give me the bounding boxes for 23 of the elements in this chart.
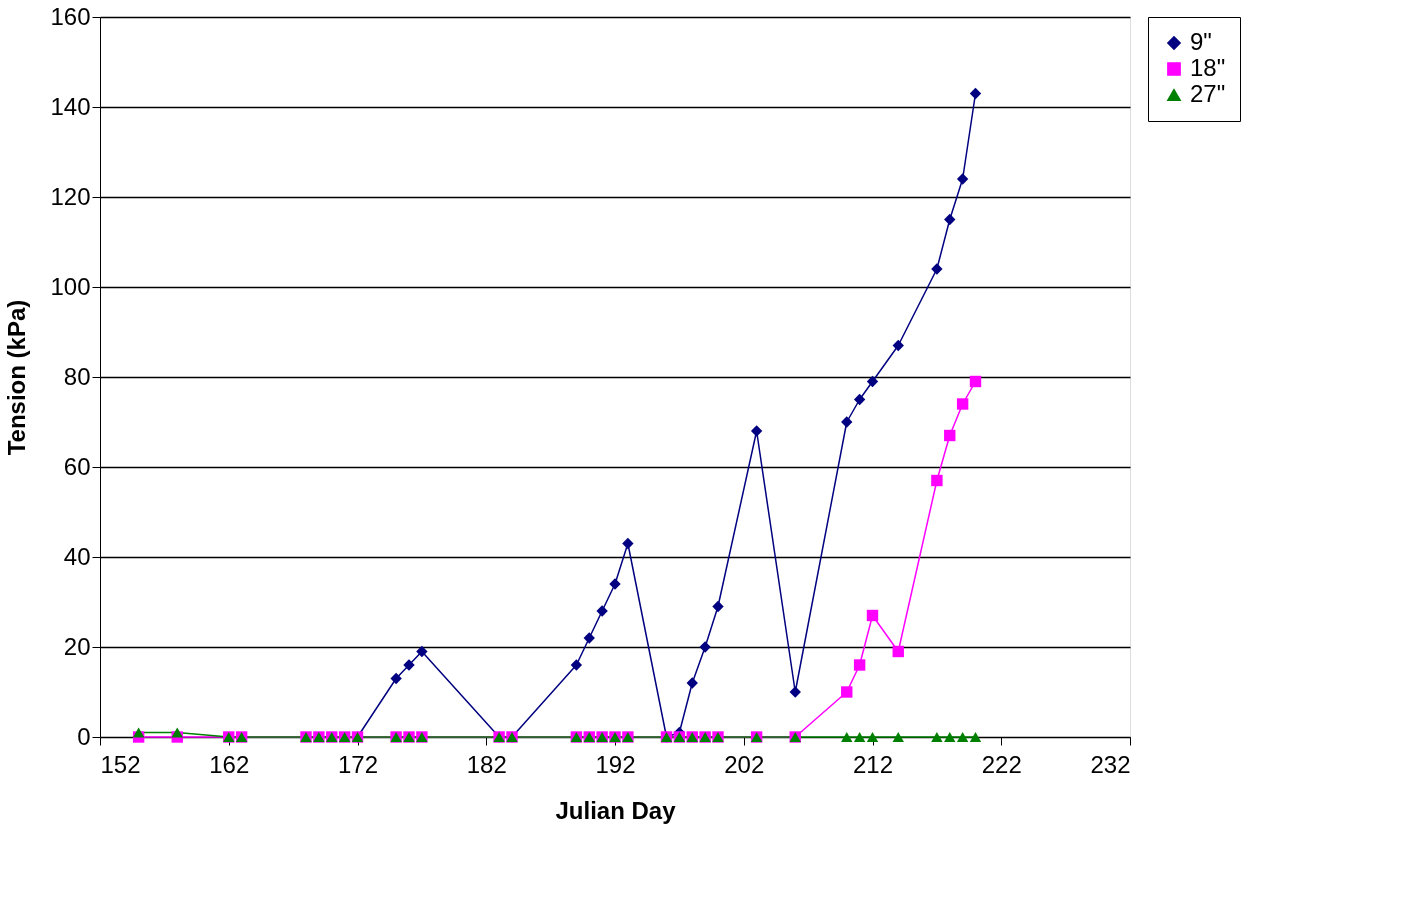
legend-label: 18" xyxy=(1190,54,1226,81)
y-tick-label: 20 xyxy=(63,632,91,660)
y-tick-label: 0 xyxy=(77,722,91,750)
y-tick-label: 60 xyxy=(63,452,91,480)
x-tick-label: 172 xyxy=(337,750,379,778)
x-tick-label: 222 xyxy=(981,750,1022,778)
x-tick-label: 182 xyxy=(466,750,507,778)
y-tick-label: 40 xyxy=(63,542,91,570)
x-tick-label: 232 xyxy=(1090,750,1131,778)
y-tick-label: 160 xyxy=(50,2,91,30)
x-tick-label: 152 xyxy=(100,750,141,778)
x-tick-label: 202 xyxy=(724,750,765,778)
y-tick-label: 80 xyxy=(63,362,91,390)
x-tick-label: 212 xyxy=(852,750,894,778)
x-axis-title: Julian Day xyxy=(555,796,677,824)
y-tick-label: 100 xyxy=(50,272,91,300)
y-tick-label: 140 xyxy=(50,92,91,120)
y-tick-label: 120 xyxy=(50,182,91,210)
x-tick-label: 162 xyxy=(209,750,250,778)
x-tick-label: 192 xyxy=(595,750,636,778)
y-axis-title: Tension (kPa) xyxy=(3,299,31,456)
legend-label: 9" xyxy=(1190,28,1212,55)
legend-label: 27" xyxy=(1190,80,1226,107)
